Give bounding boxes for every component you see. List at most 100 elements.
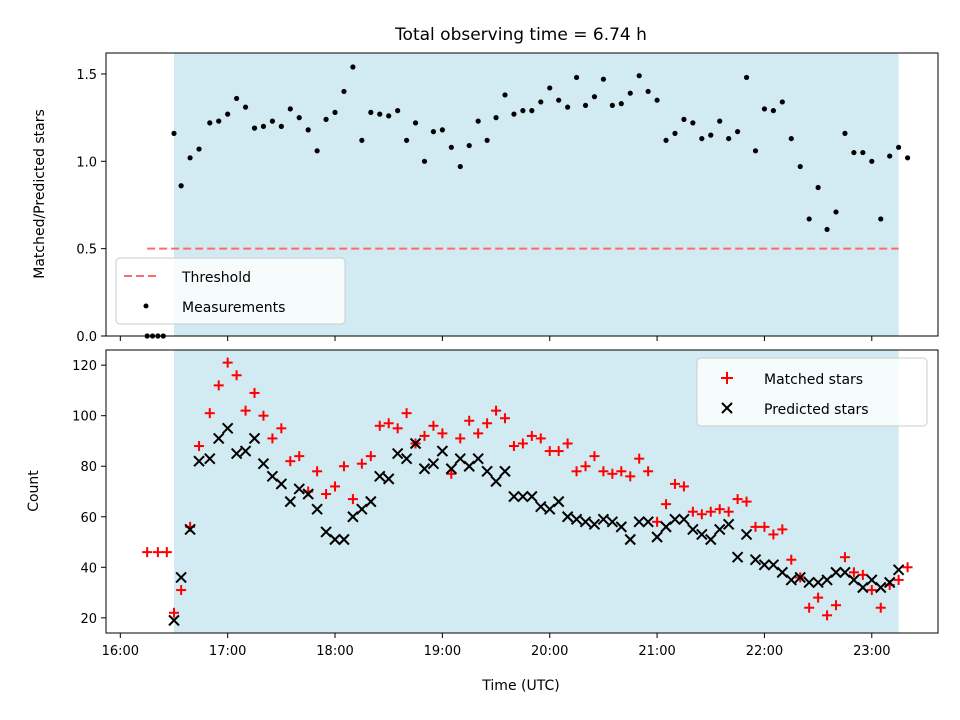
- matched-star-point: [678, 481, 689, 492]
- matched-star-point: [741, 496, 752, 507]
- matched-star-point: [276, 423, 287, 434]
- predicted-star-point: [883, 576, 896, 589]
- measurement-point: [377, 111, 383, 117]
- predicted-x-b: [213, 432, 225, 445]
- matched-star-point: [562, 438, 573, 449]
- x-tick-label: 22:00: [746, 644, 783, 659]
- matched-star-point: [580, 461, 591, 472]
- measurement-point: [359, 137, 365, 143]
- predicted-star-point: [302, 488, 314, 500]
- predicted-star-point: [606, 516, 619, 528]
- predicted-star-point: [445, 463, 458, 475]
- matched-star-point: [473, 428, 484, 439]
- matched-star-point: [508, 441, 519, 452]
- measurement-point: [520, 108, 526, 114]
- predicted-star-point: [830, 566, 842, 579]
- predicted-star-point: [517, 490, 529, 503]
- predicted-star-point: [875, 581, 887, 594]
- measurement-point: [493, 115, 499, 121]
- predicted-star-point: [239, 445, 252, 457]
- matched-star-point: [464, 415, 475, 426]
- predicted-star-point: [714, 523, 726, 536]
- measurement-point: [681, 116, 687, 122]
- measurement-point: [770, 108, 776, 114]
- bottom-legend: Matched stars Predicted stars: [696, 357, 928, 427]
- measurement-point: [699, 135, 705, 142]
- matched-legend-marker: [721, 372, 733, 384]
- predicted-star-point: [642, 516, 654, 528]
- threshold-legend-label: Threshold: [181, 270, 251, 286]
- measurement-point: [278, 123, 284, 129]
- predicted-star-point: [803, 576, 815, 589]
- matched-star-point: [669, 478, 680, 489]
- matched-star-point: [777, 524, 788, 535]
- y-tick-label: 80: [80, 460, 97, 475]
- matched-star-point: [813, 592, 824, 603]
- predicted-x-b: [490, 475, 502, 488]
- measurement-point: [582, 102, 589, 109]
- measurement-point: [761, 106, 768, 112]
- measurement-point: [332, 109, 338, 115]
- matched-star-point: [401, 408, 412, 419]
- measurements-legend-marker: [143, 303, 149, 309]
- predicted-x-b: [248, 432, 261, 445]
- measurement-point: [726, 135, 732, 142]
- count-panel: 16:00 17:00 18:00 19:00 20:00 21:00 22:00 23:00…: [26, 349, 939, 694]
- y-tick-label: 120: [72, 359, 97, 374]
- matched-star-point: [194, 441, 205, 452]
- predicted-star-point: [633, 516, 645, 528]
- predicted-x-b: [570, 513, 583, 526]
- predicted-x-b: [427, 457, 440, 470]
- predicted-x-b: [517, 490, 529, 503]
- measurement-point: [314, 148, 320, 154]
- predicted-legend-label: Predicted stars: [764, 402, 869, 418]
- matched-star-point: [902, 562, 913, 573]
- predicted-x-b: [311, 503, 323, 515]
- predicted-x-b: [275, 478, 288, 490]
- measurement-point: [502, 92, 508, 98]
- bottom-legend-box: [696, 357, 928, 427]
- matched-star-point: [866, 585, 877, 596]
- predicted-star-point: [570, 513, 583, 526]
- measurement-point: [654, 97, 660, 103]
- predicted-star-point: [785, 574, 797, 586]
- matched-star-point: [553, 446, 564, 457]
- predicted-star-point: [248, 432, 261, 445]
- predicted-star-point: [175, 571, 187, 584]
- ratio-panel: 0.0 0.5 1.0 1.5 Matched/Predicted stars Thr…: [32, 52, 939, 345]
- matched-star-point: [258, 410, 269, 421]
- predicted-star-point: [508, 490, 520, 503]
- predicted-star-point: [472, 452, 484, 465]
- predicted-star-point: [221, 422, 234, 435]
- matched-star-point: [240, 405, 251, 416]
- predicted-x-b: [687, 523, 699, 536]
- predicted-x-b: [696, 528, 708, 541]
- matched-star-point: [365, 451, 376, 462]
- predicted-x-b: [481, 465, 493, 477]
- x-tick-label: 23:00: [853, 644, 890, 659]
- matched-star-point: [294, 451, 305, 462]
- matched-star-point: [222, 357, 233, 368]
- top-legend: Threshold Measurements: [115, 257, 346, 325]
- predicted-x-b: [168, 614, 180, 627]
- predicted-star-point: [669, 513, 681, 526]
- measurement-point: [538, 99, 544, 105]
- matched-star-point: [446, 468, 457, 479]
- predicted-x-b: [875, 581, 887, 594]
- predicted-x-b: [830, 566, 842, 579]
- predicted-x-b: [221, 422, 234, 435]
- measurement-point: [484, 137, 490, 143]
- measurement-point: [618, 101, 624, 107]
- matched-star-point: [616, 466, 627, 477]
- predicted-x-b: [230, 447, 243, 460]
- measurement-point: [207, 120, 213, 126]
- x-tick-label: 16:00: [102, 644, 139, 659]
- measurement-point: [196, 146, 202, 152]
- predicted-x-b: [175, 571, 187, 584]
- measurement-point: [887, 153, 893, 159]
- matched-star-point: [383, 418, 394, 429]
- matched-star-point: [696, 509, 707, 520]
- predicted-x-b: [588, 518, 601, 531]
- matched-star-point: [652, 516, 663, 527]
